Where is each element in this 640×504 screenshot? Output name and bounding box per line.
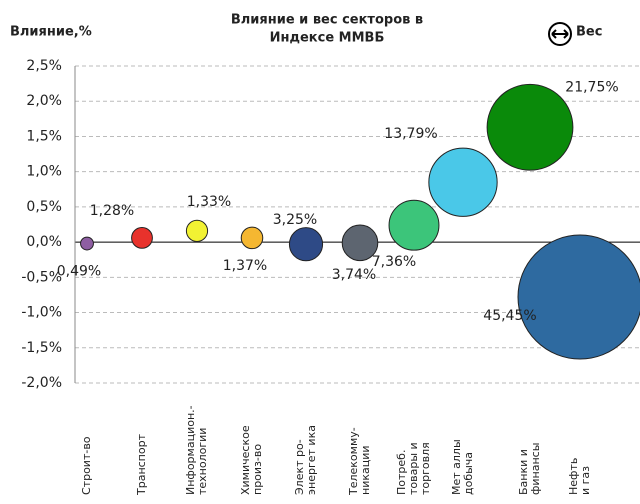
- legend-label: Вес: [576, 25, 602, 40]
- bubble: [185, 219, 209, 242]
- x-tick-label: товары и: [407, 442, 420, 495]
- x-tick-label: Транспорт: [135, 433, 148, 496]
- y-tick-label: 1,0%: [26, 164, 62, 180]
- data-label: 1,28%: [90, 203, 134, 219]
- data-label: 3,25%: [273, 212, 317, 228]
- y-tick-label: -0,5%: [21, 269, 62, 285]
- y-tick-label: 0,5%: [26, 199, 62, 215]
- bubble: [240, 226, 264, 250]
- x-tick-label: Нефть: [567, 458, 580, 495]
- bubble: [341, 224, 379, 262]
- data-label: 21,75%: [565, 79, 618, 95]
- x-tick-label: Потреб.: [395, 450, 408, 495]
- y-tick-label: -2,0%: [21, 375, 62, 391]
- x-tick-label: торговля: [419, 442, 432, 495]
- x-tick-label: Банки и: [517, 449, 530, 495]
- data-label: 7,36%: [372, 254, 416, 270]
- legend-icon: [548, 22, 572, 46]
- bubble: [288, 227, 324, 262]
- data-label: 3,74%: [332, 267, 376, 283]
- bubble: [80, 236, 94, 251]
- data-label: 45,45%: [483, 308, 536, 324]
- x-tick-label: энергет ика: [305, 425, 318, 495]
- y-tick-label: -1,5%: [21, 340, 62, 356]
- bubble: [486, 83, 574, 171]
- data-label: 0,49%: [57, 264, 101, 280]
- y-tick-label: 2,5%: [26, 58, 62, 74]
- data-label: 1,37%: [223, 258, 267, 274]
- x-tick-label: Элект ро-: [293, 439, 306, 495]
- data-label: 1,33%: [187, 194, 231, 210]
- bubble: [428, 147, 498, 217]
- chart-title: Влияние и вес секторов в: [231, 13, 423, 28]
- x-tick-label: Информацион.-: [184, 405, 197, 495]
- y-axis-label: Влияние,%: [10, 25, 92, 40]
- y-tick-label: -1,0%: [21, 305, 62, 321]
- x-tick-label: Телекомму-: [347, 427, 360, 496]
- x-tick-label: Строит-во: [80, 436, 93, 495]
- bubble: [388, 199, 440, 251]
- x-tick-label: Мет аллы: [450, 439, 463, 495]
- y-tick-label: 1,5%: [26, 128, 62, 144]
- y-tick-label: 2,0%: [26, 93, 62, 109]
- chart-title: Индексе ММВБ: [270, 31, 385, 46]
- x-tick-label: финансы: [529, 443, 542, 495]
- x-tick-label: и газ: [579, 466, 592, 495]
- bubble: [517, 234, 640, 360]
- x-tick-label: Химическое: [239, 425, 252, 495]
- x-tick-label: технологии: [196, 428, 209, 495]
- x-tick-label: произ-во: [251, 444, 264, 495]
- x-tick-label: добыча: [462, 452, 475, 495]
- bubble: [131, 226, 153, 249]
- x-tick-label: никации: [359, 445, 372, 495]
- y-tick-label: 0,0%: [26, 234, 62, 250]
- data-label: 13,79%: [384, 126, 437, 142]
